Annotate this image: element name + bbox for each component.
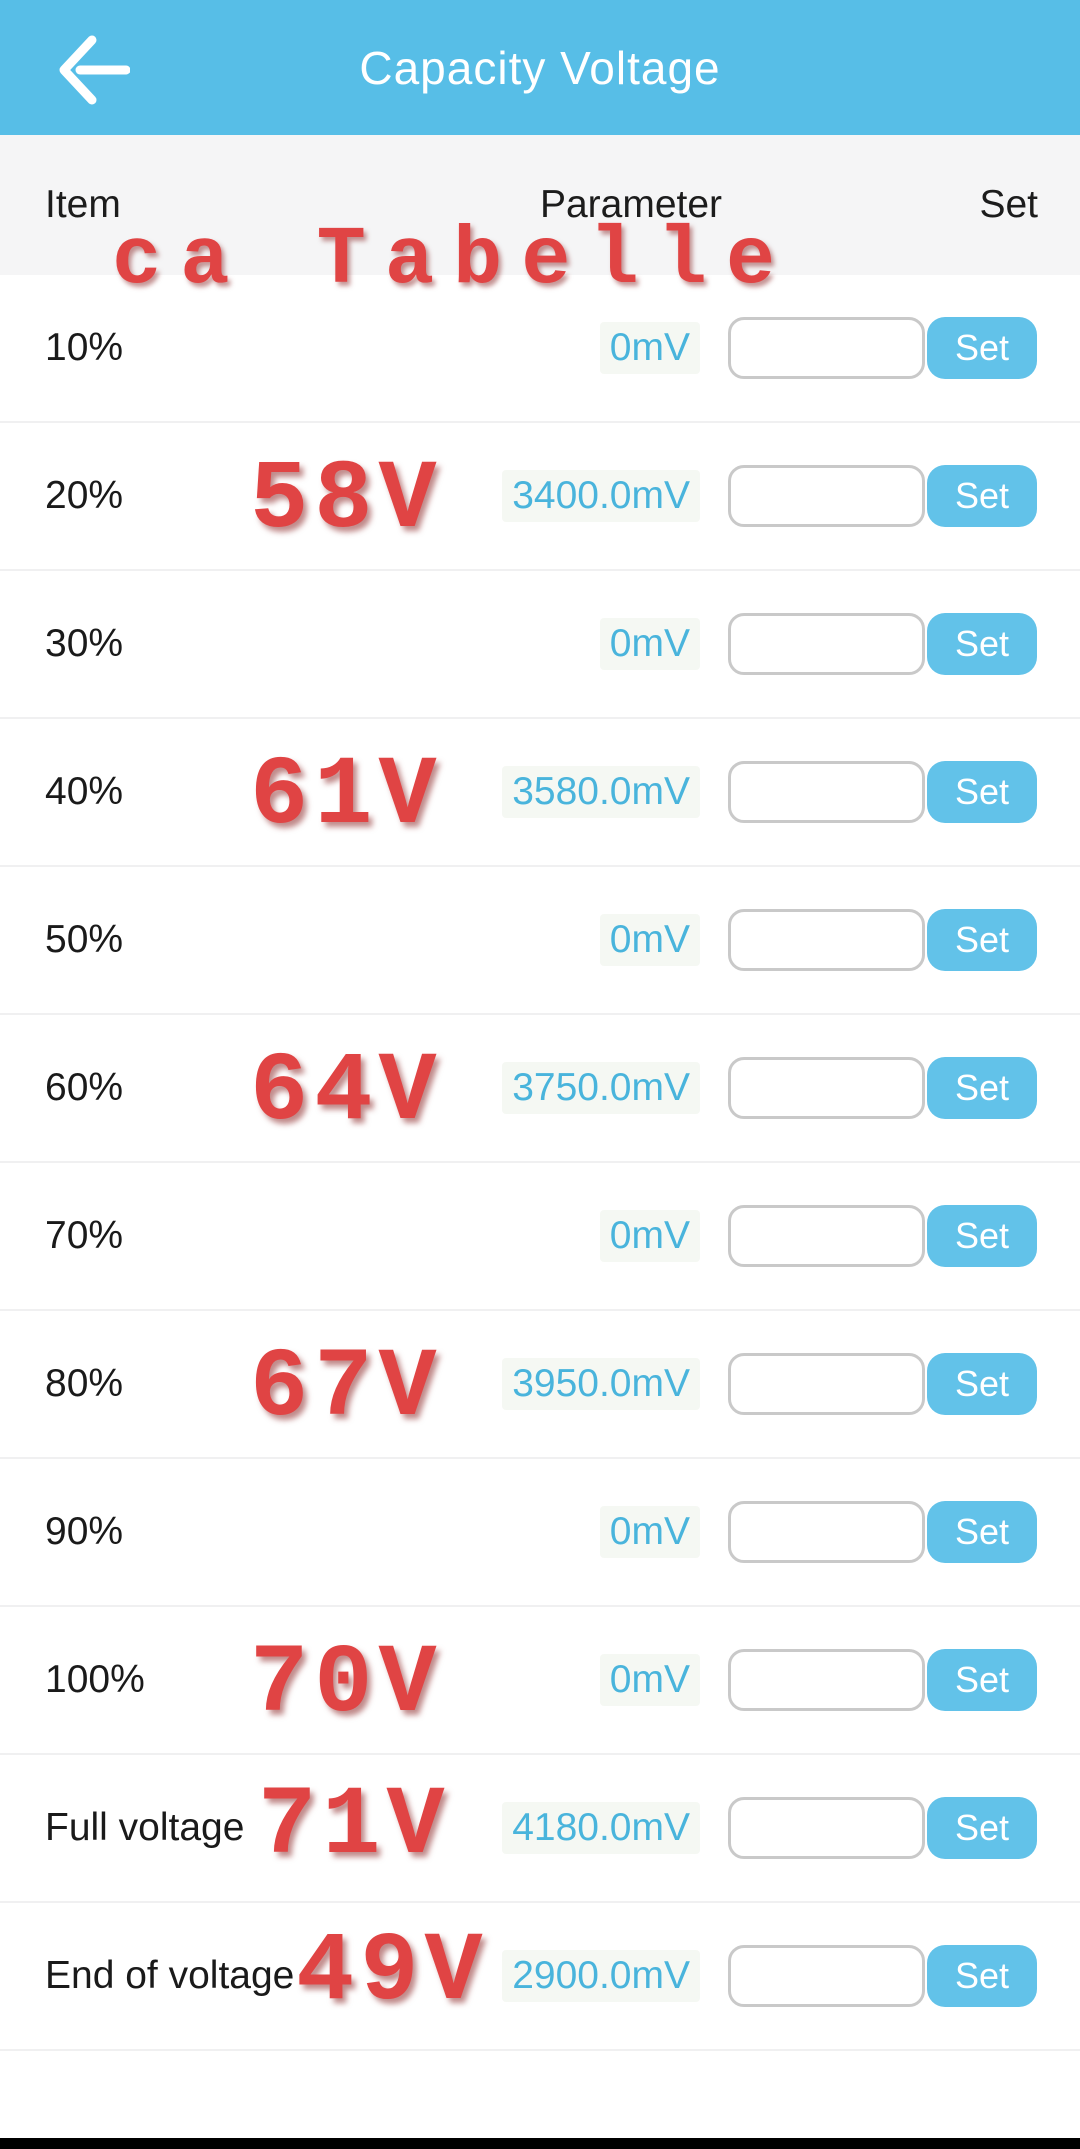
row-item-label: 40% [45, 770, 124, 813]
set-button[interactable]: Set [927, 1205, 1037, 1267]
table-row: 20% 58V 3400.0mV Set [0, 423, 1080, 571]
bottom-gesture-bar [0, 2138, 1080, 2149]
row-voltage-annotation: 64V [250, 1038, 443, 1148]
set-button[interactable]: Set [927, 1797, 1037, 1859]
row-parameter-value: 0mV [599, 1210, 700, 1262]
row-item-label: 80% [45, 1362, 124, 1405]
row-voltage-annotation: 49V [296, 1918, 489, 2028]
set-button[interactable]: Set [927, 1501, 1037, 1563]
row-parameter-value: 3950.0mV [502, 1358, 700, 1410]
parameter-input[interactable] [728, 1205, 925, 1267]
row-item-label: 20% [45, 474, 124, 517]
table-row: 40% 61V 3580.0mV Set [0, 719, 1080, 867]
parameter-input[interactable] [728, 1649, 925, 1711]
column-item: Item [45, 183, 121, 226]
row-voltage-annotation: 61V [250, 742, 443, 852]
row-voltage-annotation: 71V [258, 1772, 451, 1882]
row-item-label: 10% [45, 326, 124, 369]
set-button[interactable]: Set [927, 465, 1037, 527]
set-button[interactable]: Set [927, 909, 1037, 971]
table-header: Item Parameter Set [0, 135, 1080, 275]
row-parameter-value: 3580.0mV [502, 766, 700, 818]
table-row: 100% 70V 0mV Set [0, 1607, 1080, 1755]
row-voltage-annotation: 58V [250, 446, 443, 556]
row-item-label: 70% [45, 1214, 124, 1257]
set-button[interactable]: Set [927, 1057, 1037, 1119]
column-parameter: Parameter [539, 183, 723, 226]
row-item-label: 50% [45, 918, 124, 961]
set-button[interactable]: Set [927, 317, 1037, 379]
row-parameter-value: 0mV [599, 1506, 700, 1558]
set-button[interactable]: Set [927, 1649, 1037, 1711]
row-parameter-value: 2900.0mV [502, 1950, 700, 2002]
row-parameter-value: 4180.0mV [502, 1802, 700, 1854]
app-bar: Capacity Voltage [0, 0, 1080, 135]
row-voltage-annotation: 67V [250, 1334, 443, 1444]
parameter-input[interactable] [728, 1945, 925, 2007]
row-item-label: 60% [45, 1066, 124, 1109]
row-parameter-value: 3750.0mV [502, 1062, 700, 1114]
parameter-input[interactable] [728, 1501, 925, 1563]
parameter-input[interactable] [728, 465, 925, 527]
parameter-input[interactable] [728, 1353, 925, 1415]
row-voltage-annotation: 70V [250, 1630, 443, 1740]
row-item-label: 30% [45, 622, 124, 665]
table-row: End of voltage 49V 2900.0mV Set [0, 1903, 1080, 2051]
row-parameter-value: 0mV [599, 322, 700, 374]
set-button[interactable]: Set [927, 1945, 1037, 2007]
set-button[interactable]: Set [927, 613, 1037, 675]
row-item-label: Full voltage [45, 1806, 245, 1849]
row-parameter-value: 3400.0mV [502, 470, 700, 522]
row-item-label: 90% [45, 1510, 124, 1553]
row-item-label: 100% [45, 1658, 145, 1701]
table-row: Full voltage 71V 4180.0mV Set [0, 1755, 1080, 1903]
set-button[interactable]: Set [927, 1353, 1037, 1415]
page-title: Capacity Voltage [359, 41, 721, 94]
parameter-input[interactable] [728, 317, 925, 379]
row-parameter-value: 0mV [599, 618, 700, 670]
table-row: 80% 67V 3950.0mV Set [0, 1311, 1080, 1459]
parameter-input[interactable] [728, 1057, 925, 1119]
column-set: Set [979, 183, 1038, 226]
table-row: 30% 0mV Set [0, 571, 1080, 719]
table-row: 50% 0mV Set [0, 867, 1080, 1015]
row-parameter-value: 0mV [599, 914, 700, 966]
row-item-label: End of voltage [45, 1954, 295, 1997]
parameter-input[interactable] [728, 1797, 925, 1859]
table-body: 10% 0mV Set 20% 58V 3400.0mV Set 30% 0mV… [0, 275, 1080, 2051]
row-parameter-value: 0mV [599, 1654, 700, 1706]
back-button[interactable] [45, 30, 135, 110]
arrow-left-icon [59, 35, 130, 105]
table-row: 70% 0mV Set [0, 1163, 1080, 1311]
table-row: 90% 0mV Set [0, 1459, 1080, 1607]
table-row: 60% 64V 3750.0mV Set [0, 1015, 1080, 1163]
set-button[interactable]: Set [927, 761, 1037, 823]
parameter-input[interactable] [728, 613, 925, 675]
parameter-input[interactable] [728, 909, 925, 971]
table-row: 10% 0mV Set [0, 275, 1080, 423]
parameter-input[interactable] [728, 761, 925, 823]
